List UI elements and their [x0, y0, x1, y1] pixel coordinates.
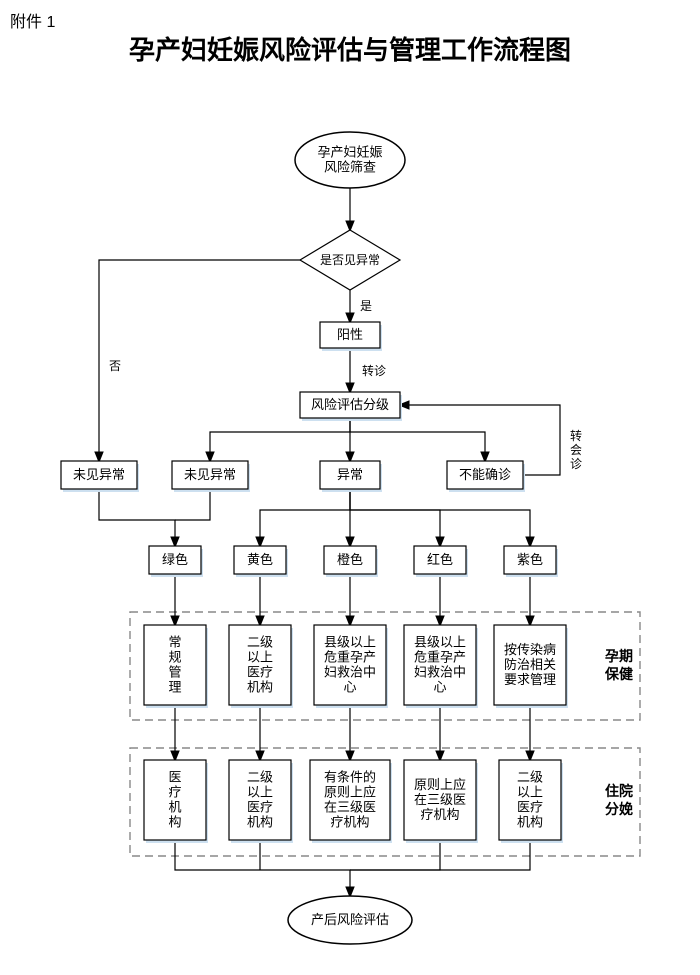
svg-text:有条件的: 有条件的 — [324, 770, 376, 785]
svg-text:红色: 红色 — [427, 552, 453, 567]
svg-text:以上: 以上 — [247, 650, 273, 665]
svg-text:以上: 以上 — [247, 785, 273, 800]
edge-label-2: 转诊 — [362, 363, 386, 378]
svg-text:紫色: 紫色 — [517, 552, 543, 567]
svg-text:未见异常: 未见异常 — [184, 467, 236, 482]
edge-26 — [350, 840, 440, 870]
svg-text:诊: 诊 — [570, 457, 582, 471]
svg-text:县级以上: 县级以上 — [324, 635, 376, 650]
svg-text:橙色: 橙色 — [337, 552, 363, 567]
svg-text:不能确诊: 不能确诊 — [459, 467, 511, 482]
svg-text:黄色: 黄色 — [247, 552, 273, 567]
edge-9 — [175, 489, 210, 520]
svg-text:二级: 二级 — [247, 770, 273, 785]
svg-text:原则上应: 原则上应 — [324, 785, 376, 800]
svg-text:常: 常 — [168, 635, 181, 650]
svg-text:在三级医: 在三级医 — [324, 800, 376, 815]
svg-text:按传染病: 按传染病 — [504, 642, 556, 657]
svg-text:分娩: 分娩 — [605, 801, 633, 817]
svg-text:绿色: 绿色 — [162, 552, 188, 567]
edge-4 — [210, 418, 350, 461]
svg-text:异常: 异常 — [337, 467, 363, 482]
svg-text:机构: 机构 — [247, 815, 273, 830]
svg-text:心: 心 — [433, 680, 446, 695]
svg-text:疗: 疗 — [168, 785, 181, 800]
svg-text:二级: 二级 — [247, 635, 273, 650]
svg-text:以上: 以上 — [517, 785, 543, 800]
svg-text:危重孕产: 危重孕产 — [414, 650, 466, 665]
svg-text:二级: 二级 — [517, 770, 543, 785]
svg-text:是否见异常: 是否见异常 — [320, 253, 380, 267]
svg-text:机构: 机构 — [517, 815, 543, 830]
edge-label-1: 是 — [360, 299, 372, 313]
svg-text:疗机构: 疗机构 — [330, 815, 369, 830]
edge-10 — [260, 489, 350, 546]
svg-text:构: 构 — [168, 815, 181, 830]
svg-text:产后风险评估: 产后风险评估 — [311, 912, 389, 927]
svg-text:规: 规 — [168, 650, 181, 665]
svg-text:疗机构: 疗机构 — [420, 807, 459, 822]
edge-8 — [99, 489, 175, 546]
group-label-prenatal: 孕期 — [605, 648, 633, 664]
svg-text:医疗: 医疗 — [247, 800, 273, 815]
svg-text:医疗: 医疗 — [517, 800, 543, 815]
svg-text:妇救治中: 妇救治中 — [414, 665, 466, 680]
svg-text:机构: 机构 — [247, 680, 273, 695]
svg-text:会: 会 — [570, 443, 582, 457]
svg-text:未见异常: 未见异常 — [73, 467, 125, 482]
edge-24 — [175, 840, 350, 896]
edge-6 — [350, 418, 485, 461]
svg-text:在三级医: 在三级医 — [414, 792, 466, 807]
edge-12 — [350, 489, 440, 546]
svg-text:机: 机 — [168, 800, 181, 815]
svg-text:风险评估分级: 风险评估分级 — [311, 397, 389, 412]
svg-text:转: 转 — [570, 428, 582, 443]
svg-text:风险筛查: 风险筛查 — [324, 160, 376, 175]
svg-text:医疗: 医疗 — [247, 665, 273, 680]
svg-text:心: 心 — [343, 680, 356, 695]
svg-text:孕产妇妊娠: 孕产妇妊娠 — [317, 145, 382, 160]
svg-text:防治相关: 防治相关 — [504, 657, 556, 672]
flowchart-canvas: 孕期保健住院分娩 是转诊 否转会诊 孕产妇妊娠风险筛查是否见异常阳性风险评估分级未见异… — [0, 0, 700, 975]
svg-text:阳性: 阳性 — [337, 327, 363, 342]
svg-text:妇救治中: 妇救治中 — [324, 665, 376, 680]
group-label-delivery: 住院 — [605, 783, 633, 799]
edge-3 — [99, 260, 300, 461]
svg-text:管: 管 — [168, 665, 181, 680]
svg-text:要求管理: 要求管理 — [504, 672, 556, 687]
edge-label-3: 否 — [109, 359, 121, 373]
svg-text:危重孕产: 危重孕产 — [324, 650, 376, 665]
svg-text:原则上应: 原则上应 — [414, 777, 466, 792]
svg-text:县级以上: 县级以上 — [414, 635, 466, 650]
svg-text:保健: 保健 — [604, 666, 633, 682]
svg-text:医: 医 — [168, 770, 181, 785]
svg-text:理: 理 — [168, 680, 181, 695]
